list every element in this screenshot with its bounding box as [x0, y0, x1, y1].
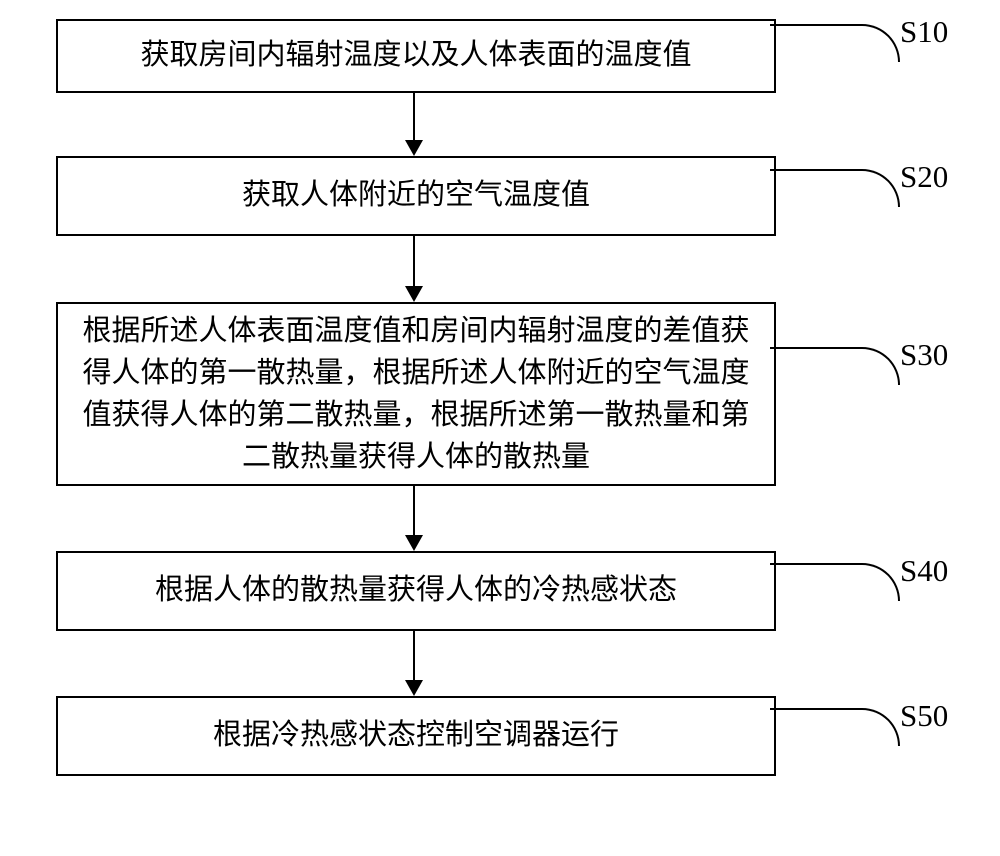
arrow-head-icon — [405, 140, 423, 156]
label-connector — [770, 24, 900, 62]
step-label-s20: S20 — [900, 159, 948, 195]
flow-node-text: 获取房间内辐射温度以及人体表面的温度值 — [140, 37, 691, 75]
arrow-head-icon — [405, 535, 423, 551]
step-label-s50: S50 — [900, 698, 948, 734]
flow-node-text: 根据人体的散热量获得人体的冷热感状态 — [155, 572, 677, 610]
step-label-s40: S40 — [900, 553, 948, 589]
flow-edge — [413, 631, 415, 680]
arrow-head-icon — [405, 680, 423, 696]
step-label-s10: S10 — [900, 14, 948, 50]
flow-edge — [413, 93, 415, 140]
flow-edge — [413, 486, 415, 535]
flow-node-text: 获取人体附近的空气温度值 — [242, 177, 590, 215]
step-label-s30: S30 — [900, 337, 948, 373]
flow-node-s20: 获取人体附近的空气温度值 — [56, 156, 776, 236]
flow-node-text: 根据冷热感状态控制空调器运行 — [213, 717, 619, 755]
flow-node-text: 根据所述人体表面温度值和房间内辐射温度的差值获得人体的第一散热量，根据所述人体附… — [78, 310, 754, 478]
arrow-head-icon — [405, 286, 423, 302]
flow-node-s40: 根据人体的散热量获得人体的冷热感状态 — [56, 551, 776, 631]
label-connector — [770, 169, 900, 207]
label-connector — [770, 347, 900, 385]
flow-node-s10: 获取房间内辐射温度以及人体表面的温度值 — [56, 19, 776, 93]
label-connector — [770, 563, 900, 601]
flow-edge — [413, 236, 415, 286]
flow-node-s50: 根据冷热感状态控制空调器运行 — [56, 696, 776, 776]
flow-node-s30: 根据所述人体表面温度值和房间内辐射温度的差值获得人体的第一散热量，根据所述人体附… — [56, 302, 776, 486]
label-connector — [770, 708, 900, 746]
